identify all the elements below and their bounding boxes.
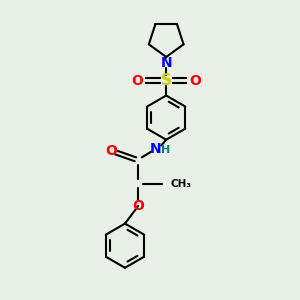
- Text: O: O: [131, 74, 143, 88]
- Text: O: O: [190, 74, 202, 88]
- Text: N: N: [160, 56, 172, 70]
- Text: H: H: [161, 145, 170, 155]
- Text: O: O: [132, 199, 144, 213]
- Text: CH₃: CH₃: [171, 179, 192, 189]
- Text: N: N: [150, 142, 162, 155]
- Text: O: O: [105, 145, 117, 158]
- Text: S: S: [161, 73, 172, 88]
